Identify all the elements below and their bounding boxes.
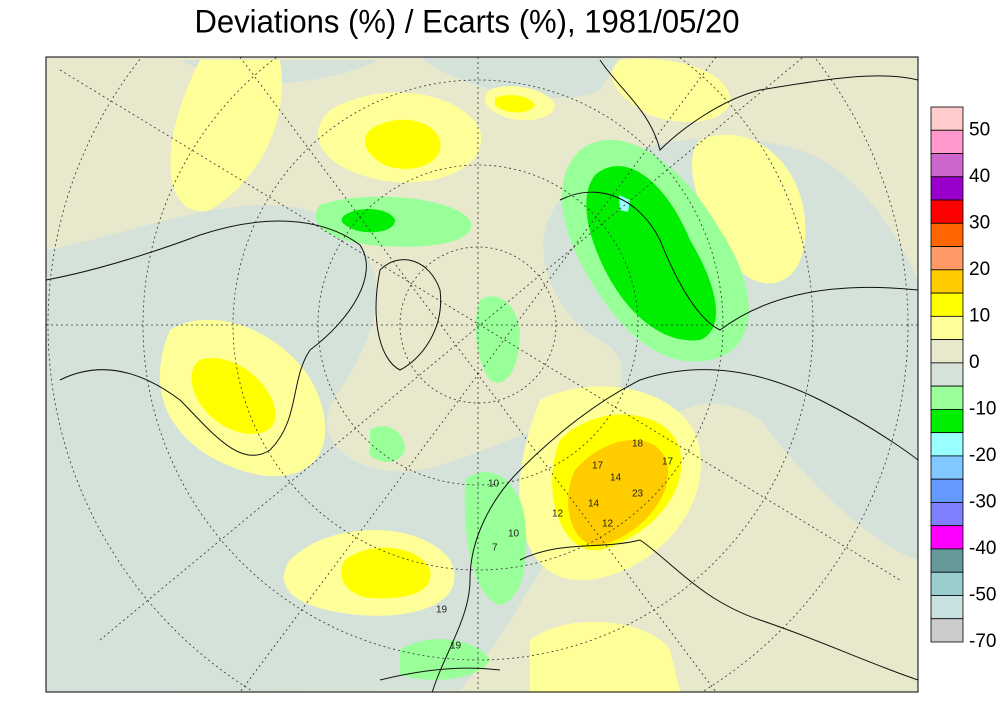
legend-label: -10: [969, 398, 996, 419]
legend-swatch: [930, 246, 964, 271]
legend-label: -20: [969, 445, 996, 466]
contour-label: 12: [602, 519, 614, 530]
contour-label: 17: [592, 461, 604, 472]
legend-swatch: [930, 618, 964, 643]
contour-label: 10: [508, 529, 520, 540]
legend-swatch: [930, 199, 964, 224]
title: Deviations (%) / Ecarts (%), 1981/05/20: [195, 3, 740, 39]
legend-swatch: [930, 222, 964, 247]
legend-swatch: [930, 478, 964, 503]
legend-swatch: [930, 571, 964, 596]
legend-swatch: [930, 129, 964, 154]
legend-swatch: [930, 269, 964, 294]
legend-swatch: [930, 525, 964, 550]
legend-swatch: [930, 106, 964, 131]
legend-swatch: [930, 455, 964, 480]
legend-swatch: [930, 292, 964, 317]
contour-label: 18: [632, 439, 644, 450]
legend-swatch: [930, 432, 964, 457]
legend-label: 10: [969, 305, 990, 326]
contour-label: 12: [552, 509, 564, 520]
legend-label: -50: [969, 584, 996, 605]
legend-label: 20: [969, 259, 990, 280]
legend-label: -70: [969, 631, 996, 652]
legend: 50 40 30 20 10 0 -10 -20 -30 -40 -50 -70: [930, 106, 996, 652]
legend-swatch: [930, 339, 964, 364]
legend-swatch: [930, 595, 964, 620]
legend-label: -40: [969, 538, 996, 559]
contour-label: 7: [492, 543, 498, 554]
legend-swatch: [930, 548, 964, 573]
legend-label: 50: [969, 119, 990, 140]
contour-label: 19: [436, 605, 448, 616]
legend-label: 0: [969, 352, 980, 373]
contour-label: 14: [588, 499, 600, 510]
legend-swatch: [930, 315, 964, 341]
contour-label: 19: [450, 641, 462, 652]
contour-label: 23: [632, 489, 644, 500]
contour-label: 14: [610, 473, 622, 484]
legend-label: 30: [969, 212, 990, 233]
contour-label: 10: [488, 479, 500, 490]
legend-swatch: [930, 408, 964, 434]
legend-swatch: [930, 153, 964, 178]
legend-swatch: [930, 362, 964, 387]
map-frame: [45, 56, 919, 693]
legend-swatch: [930, 502, 964, 527]
contour-label: 17: [662, 457, 674, 468]
map: 18 17 14 23 12 17 14 12 10 10 7 19 19: [46, 57, 918, 692]
legend-swatch: [930, 176, 964, 201]
legend-label: -30: [969, 491, 996, 512]
legend-swatch: [930, 385, 964, 410]
legend-label: 40: [969, 166, 990, 187]
